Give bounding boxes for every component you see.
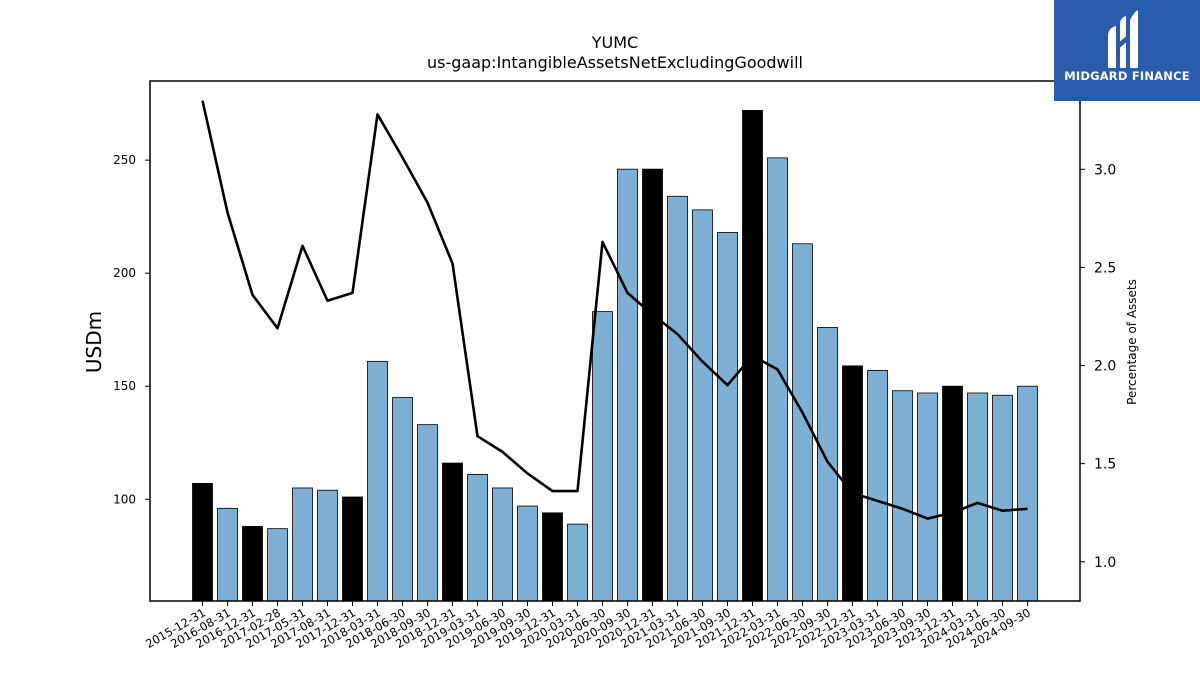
y-tick-label-right: 1.5 [1094,457,1116,473]
bar [467,473,488,602]
bar [242,525,263,602]
bar [367,360,388,602]
y-axis-label-left: USDm [82,311,106,373]
y-tick-label-right: 2.5 [1094,260,1116,276]
line-series [201,100,1028,520]
y-tick-label-right: 3.0 [1094,162,1116,178]
bar [642,168,663,602]
bar [217,507,238,602]
bar [567,523,588,602]
bar [942,385,963,602]
bar [667,195,688,602]
chart-subtitle: us-gaap:IntangibleAssetsNetExcludingGood… [427,53,803,72]
midgard-logo-icon [1108,10,1138,68]
bar [617,168,638,602]
y-tick-label-left: 250 [113,153,136,167]
bar [967,392,988,602]
bar [867,369,888,602]
bar [442,462,463,602]
bar [992,394,1013,602]
y-tick-label-left: 200 [113,266,136,280]
bar [592,311,613,602]
bar [542,512,563,602]
y-axis-label-right: Percentage of Assets [1125,279,1139,405]
y-tick-label-left: 100 [113,492,136,506]
bar [792,243,813,602]
bar [267,528,288,602]
bar [292,487,313,602]
bar [1017,385,1038,602]
bar [192,483,213,602]
bar [717,232,738,602]
plot-frame [149,80,1081,602]
bar [342,496,363,602]
bar [692,209,713,602]
chart-title: YUMC [591,33,638,52]
line-path [201,100,1028,520]
y-tick-label-right: 1.0 [1094,555,1116,571]
bar [517,505,538,602]
bar [392,397,413,602]
axes [145,80,1085,606]
bar [892,390,913,602]
tick-labels: 1001502002501.01.52.02.53.02015-12-31201… [113,153,1116,651]
midgard-finance-logo: MIDGARD FINANCE [1054,0,1200,101]
bar [317,489,338,602]
y-tick-label-left: 150 [113,379,136,393]
logo-text: MIDGARD FINANCE [1064,69,1190,83]
bar [492,487,513,602]
bar-series [192,109,1038,602]
bar [817,327,838,602]
bar [417,424,438,602]
bar [917,392,938,602]
y-tick-label-right: 2.0 [1094,359,1116,375]
